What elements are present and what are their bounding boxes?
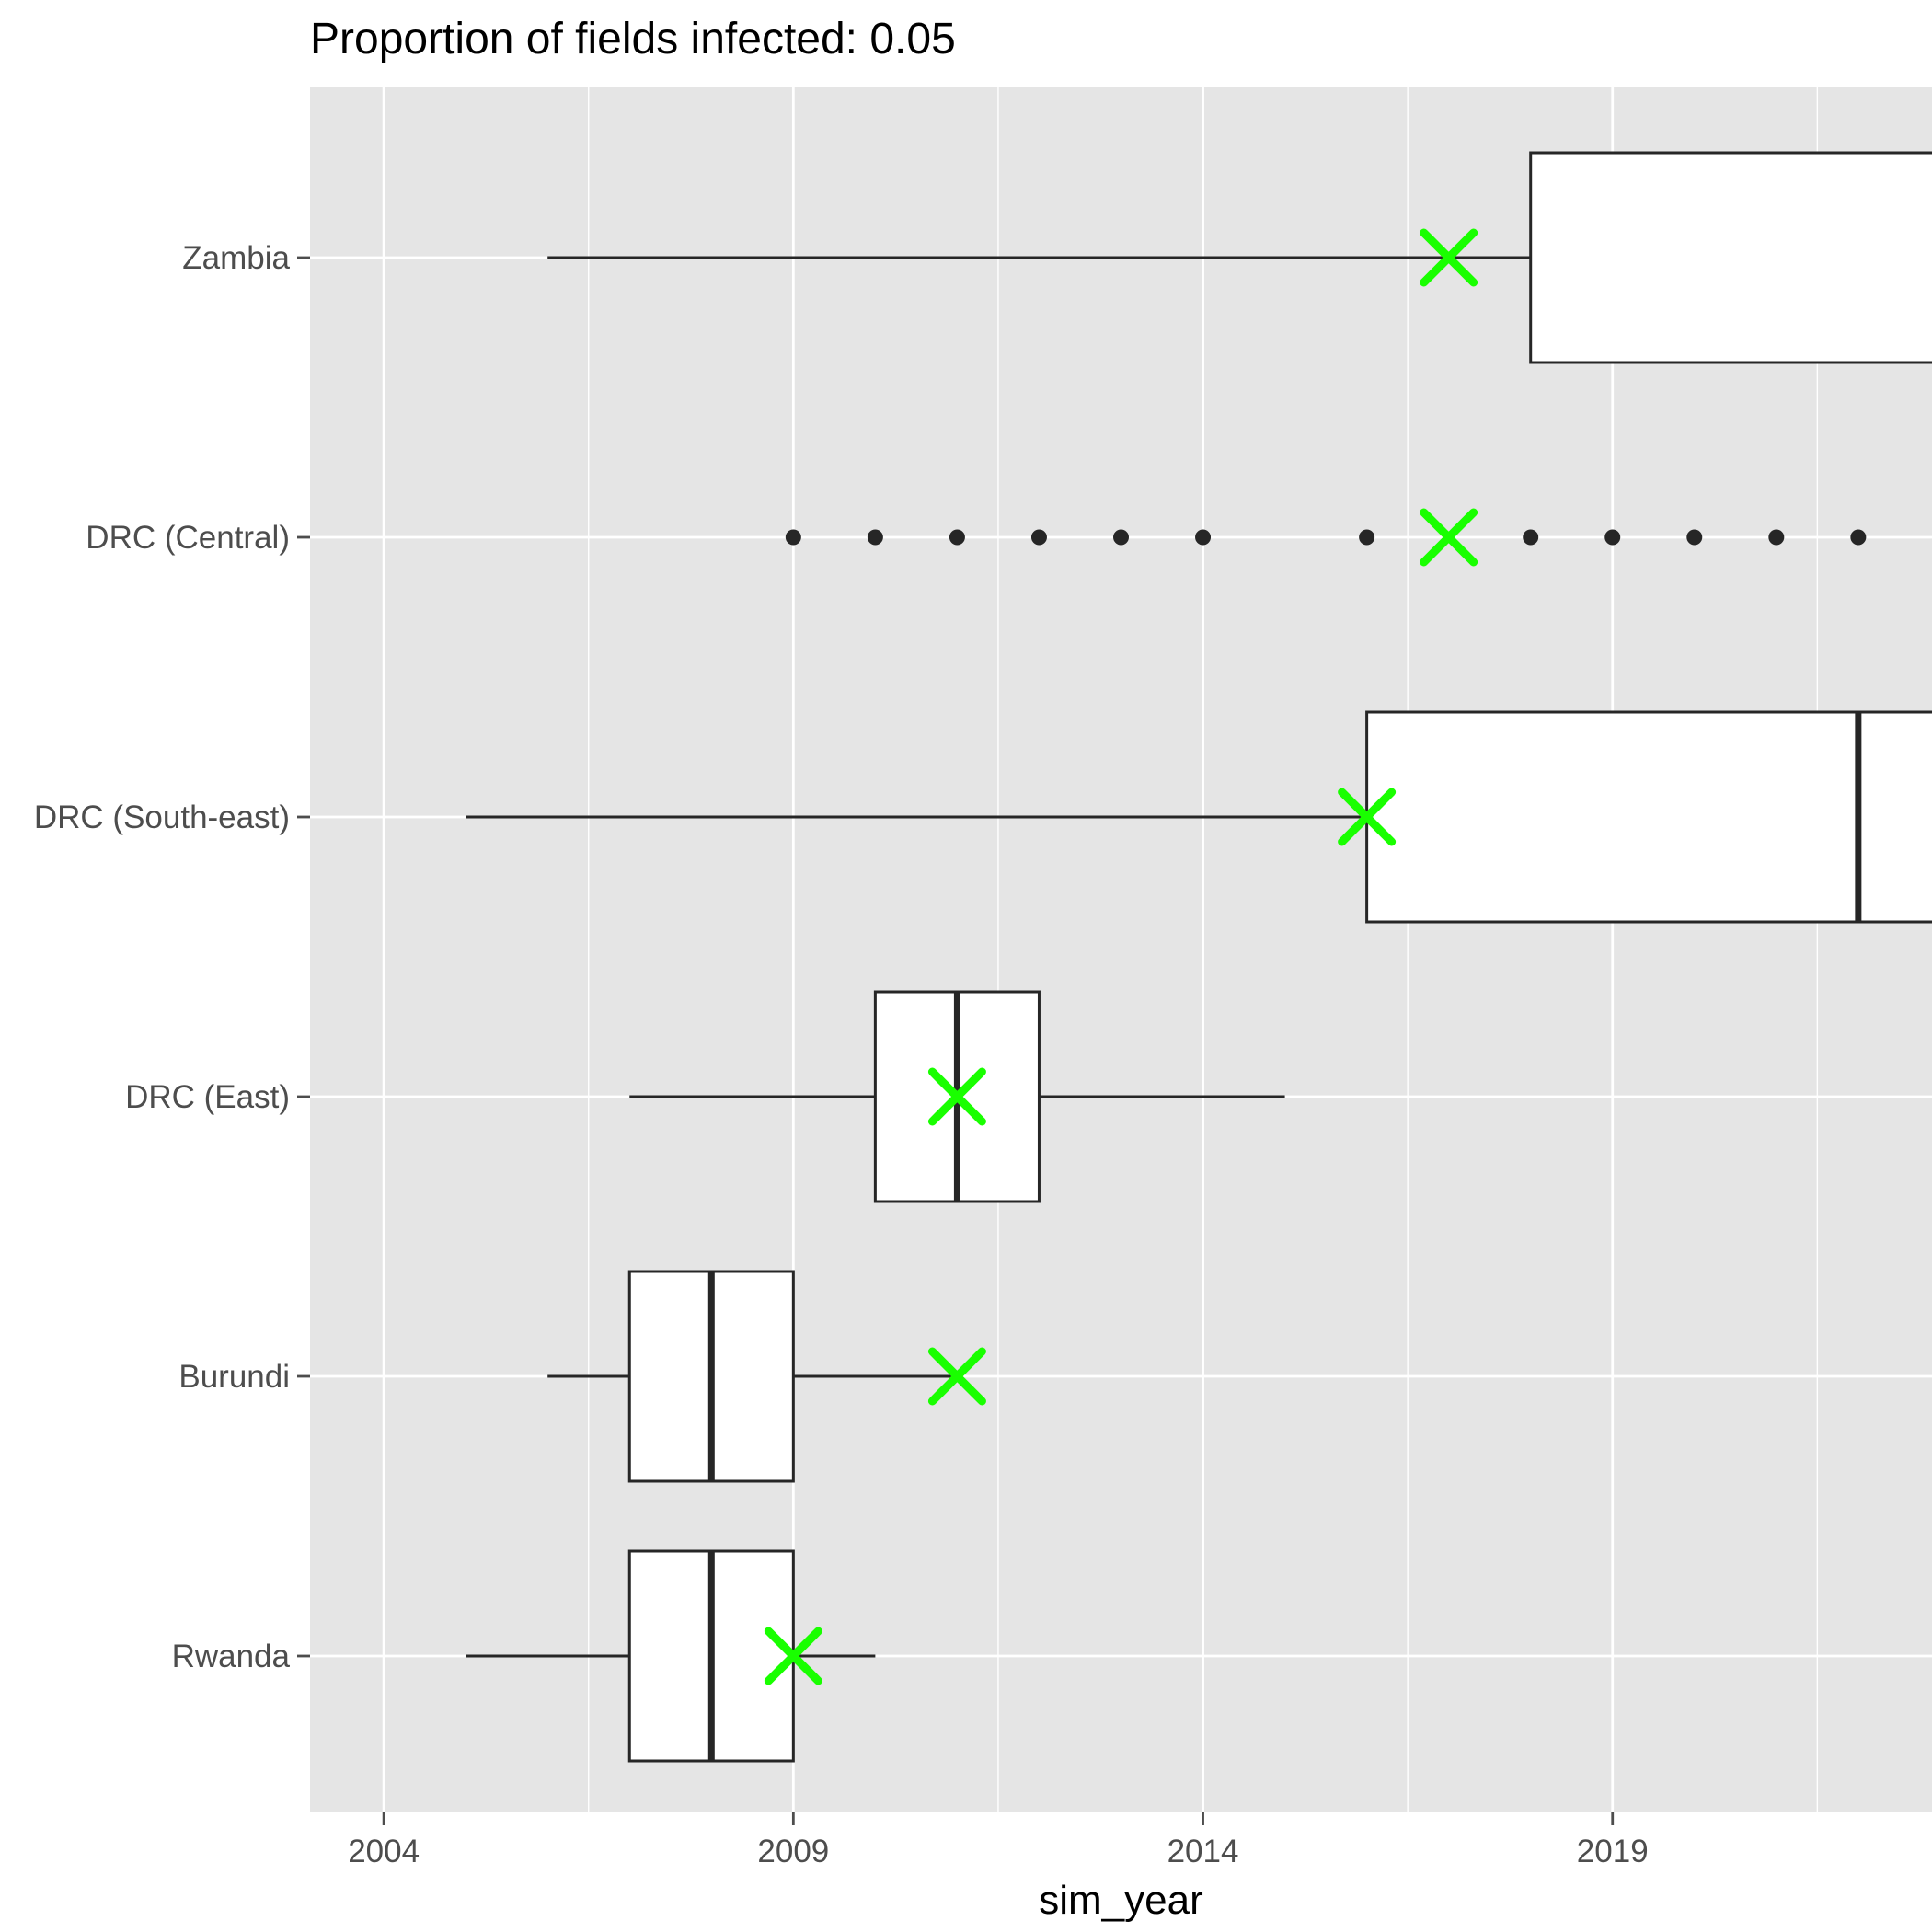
plot-panel <box>310 87 1932 1812</box>
x-tick-label: 2009 <box>757 1834 829 1869</box>
y-tick-label: DRC (East) <box>125 1079 290 1115</box>
marker-stroke <box>927 1067 986 1126</box>
x-tick-label: 2004 <box>348 1834 420 1869</box>
chart-title: Proportion of fields infected: 0.05 <box>310 15 956 63</box>
marker-stroke <box>1420 228 1478 287</box>
y-tick-label: DRC (Central) <box>86 520 290 556</box>
observed-x-marker <box>927 1347 986 1406</box>
observed-x-marker <box>764 1627 822 1685</box>
outlier-point <box>1359 529 1375 546</box>
observed-x-marker <box>1420 228 1478 287</box>
marker-stroke <box>1338 788 1397 846</box>
outlier-point <box>785 529 801 546</box>
x-tick-label: 2019 <box>1577 1834 1649 1869</box>
x-tick-label: 2014 <box>1167 1834 1239 1869</box>
y-tick-label: Burundi <box>178 1359 290 1395</box>
outlier-point <box>1030 529 1047 546</box>
outlier-point <box>1195 529 1212 546</box>
outlier-point <box>1768 529 1785 546</box>
outlier-point <box>1850 529 1867 546</box>
marker-stroke <box>1420 508 1478 567</box>
outlier-point <box>1523 529 1539 546</box>
box-marks <box>466 151 1932 1763</box>
observed-x-marker <box>1338 788 1397 846</box>
outlier-point <box>1604 529 1621 546</box>
marker-stroke <box>764 1627 822 1685</box>
box <box>1529 151 1932 364</box>
outlier-point <box>1686 529 1703 546</box>
outlier-point <box>867 529 883 546</box>
y-tick-label: Rwanda <box>172 1639 291 1674</box>
x-axis-label: sim_year <box>1039 1878 1203 1923</box>
outlier-point <box>949 529 965 546</box>
axes: 2004 2009 2014 2019 Rwanda Burundi DRC (East) D… <box>34 240 1649 1869</box>
observed-x-marker <box>1420 508 1478 567</box>
observed-x-marker <box>927 1067 986 1126</box>
marker-stroke <box>927 1347 986 1406</box>
outlier-point <box>1113 529 1129 546</box>
y-tick-label: Zambia <box>182 240 290 276</box>
y-tick-label: DRC (South-east) <box>34 799 290 835</box>
box <box>1365 710 1932 924</box>
observed-markers <box>764 228 1478 1685</box>
